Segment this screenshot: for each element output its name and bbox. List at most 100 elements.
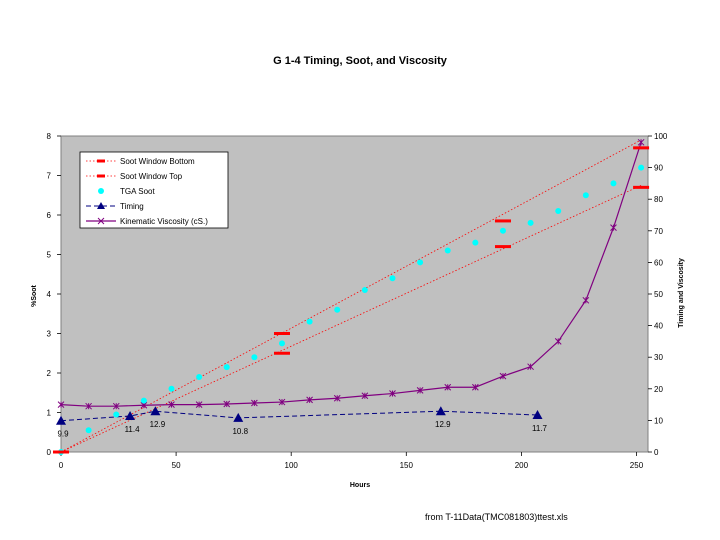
y-left-tick-label: 2 (47, 369, 52, 378)
y-right-tick-label: 20 (654, 385, 663, 394)
tga-soot-point (306, 318, 313, 325)
y-right-tick-label: 60 (654, 258, 663, 267)
viscosity-point (85, 402, 92, 410)
y-left-tick-label: 3 (47, 330, 52, 339)
x-tick-label: 0 (59, 461, 64, 470)
viscosity-line (60, 142, 642, 407)
legend: Soot Window Bottom Soot Window Top TGA Soo… (79, 151, 229, 229)
viscosity-point (444, 383, 452, 391)
timing-point (56, 415, 66, 425)
viscosity-point (278, 398, 286, 406)
tga-soot-point (527, 219, 534, 226)
y-right-tick-label: 0 (654, 448, 659, 457)
y-right-tick-label: 80 (654, 195, 663, 204)
viscosity-point (361, 392, 369, 400)
soot-window-marker (633, 146, 650, 150)
timing-point (435, 406, 446, 416)
y-right-tick-label: 40 (654, 322, 663, 331)
y-right-tick-label: 10 (654, 416, 663, 425)
timing-data-label: 12.9 (435, 420, 451, 429)
tga-soot-point (638, 164, 645, 171)
timing-data-label: 10.8 (232, 427, 248, 436)
timing-point (233, 412, 244, 422)
tga-soot-point (168, 385, 175, 392)
viscosity-point (610, 224, 617, 231)
y-left-tick-label: 0 (47, 448, 52, 457)
timing-point (125, 410, 136, 420)
tga-soot-point (444, 247, 451, 254)
y-left-tick-label: 6 (47, 211, 52, 220)
y-axis-right-label: Timing and Viscosity (678, 258, 685, 328)
y-left-tick-label: 8 (47, 132, 52, 141)
viscosity-point (416, 387, 424, 394)
tga-soot-point (223, 364, 230, 371)
soot-window-marker (494, 219, 511, 223)
x-tick-label: 50 (172, 461, 181, 470)
tga-soot-point (334, 306, 341, 313)
viscosity-point (582, 296, 590, 304)
timing-data-label: 11.7 (532, 424, 548, 433)
y-right-tick-label: 90 (654, 164, 663, 173)
tga-soot-point (278, 340, 285, 347)
x-axis-label: Hours (350, 482, 370, 489)
tga-soot-point (389, 275, 396, 282)
x-tick-label: 200 (515, 461, 529, 470)
soot-window-marker (633, 185, 650, 189)
viscosity-point (499, 372, 507, 380)
legend-label: Kinematic Viscosity (cS.) (120, 217, 208, 226)
y-right-tick-label: 30 (654, 353, 663, 362)
soot-window-marker (53, 450, 69, 454)
y-right-tick-label: 70 (654, 227, 663, 236)
tga-soot-point (113, 411, 120, 418)
timing-data-label: 9.9 (57, 430, 69, 439)
legend-label: Timing (120, 202, 144, 211)
source-note: from T-11Data(TMC081803)ttest.xls (425, 512, 568, 522)
chart-title: G 1-4 Timing, Soot, and Viscosity (273, 55, 448, 67)
y-right-tick-label: 50 (654, 290, 663, 299)
x-tick-label: 100 (285, 461, 299, 470)
tga-soot-point (610, 180, 617, 187)
viscosity-point (57, 401, 65, 408)
legend-key (98, 188, 104, 194)
tga-soot-point (196, 373, 203, 380)
legend-key (86, 217, 116, 225)
viscosity-point (195, 401, 203, 408)
viscosity-point (306, 396, 313, 404)
x-tick-label: 250 (630, 461, 644, 470)
tga-soot-point (417, 259, 424, 266)
tga-soot-point (251, 354, 258, 361)
legend-marker (97, 217, 105, 225)
tga-soot-point (499, 227, 506, 234)
legend-marker (97, 202, 105, 209)
tga-soot-point (140, 397, 147, 404)
viscosity-point (223, 400, 231, 408)
tga-soot-point (472, 239, 479, 246)
legend-key (86, 159, 116, 163)
viscosity-point (389, 390, 396, 397)
viscosity-point (637, 138, 645, 146)
timing-data-label: 11.4 (125, 425, 141, 434)
y-left-tick-label: 7 (47, 172, 52, 181)
soot-window-marker (273, 351, 290, 355)
x-tick-label: 150 (400, 461, 414, 470)
y-left-tick-label: 4 (47, 290, 52, 299)
legend-label: Soot Window Bottom (120, 157, 195, 166)
timing-point (150, 406, 161, 416)
timing-line (60, 410, 538, 422)
tga-soot-point (555, 208, 562, 215)
soot-window-marker (273, 332, 290, 335)
legend-key (86, 174, 116, 178)
legend-label: Soot Window Top (120, 172, 183, 181)
tga-soot-point (85, 427, 92, 434)
soot-window-marker (494, 245, 511, 249)
legend-marker (98, 188, 104, 194)
viscosity-point (168, 401, 175, 408)
timing-point (532, 410, 543, 420)
legend-marker (97, 159, 105, 163)
viscosity-point (333, 394, 341, 402)
y-axis-left-label: %Soot (31, 284, 38, 306)
y-left-tick-label: 1 (47, 409, 52, 418)
viscosity-point (554, 338, 562, 345)
legend-box (79, 151, 229, 229)
